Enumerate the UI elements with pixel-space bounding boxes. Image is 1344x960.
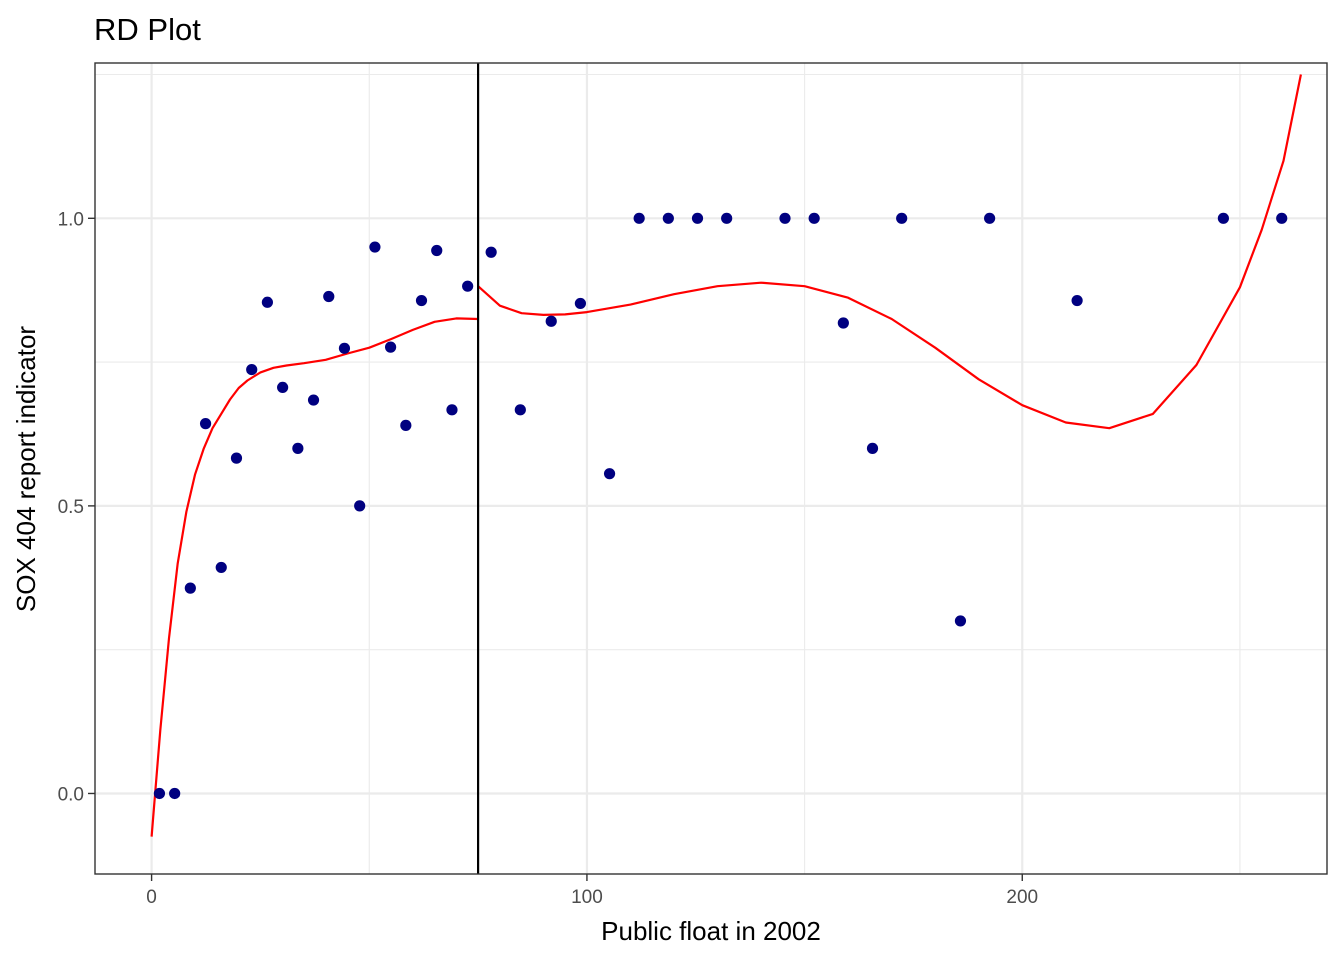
y-tick-label: 0.5 <box>58 497 84 518</box>
data-point <box>307 394 320 406</box>
data-point <box>808 212 820 224</box>
data-point <box>721 212 733 224</box>
data-point <box>153 787 166 800</box>
data-point <box>1071 294 1083 307</box>
data-point <box>431 244 443 257</box>
data-point <box>384 341 397 353</box>
data-point <box>633 212 645 224</box>
data-point <box>199 418 212 430</box>
data-point <box>984 212 996 224</box>
data-point <box>292 442 304 454</box>
x-tick-label: 0 <box>146 887 157 908</box>
data-point <box>400 419 412 431</box>
data-point <box>446 404 458 416</box>
data-point <box>514 404 526 416</box>
data-point <box>485 246 497 258</box>
panel-border <box>94 62 1328 875</box>
y-tick-label: 0.0 <box>58 784 84 805</box>
x-axis-ticks: 0 100 200 <box>146 874 1038 908</box>
data-point <box>462 280 474 292</box>
data-point <box>896 212 908 224</box>
data-point <box>662 212 674 224</box>
x-tick-label: 100 <box>571 887 603 908</box>
data-point <box>1276 212 1288 224</box>
y-axis-ticks: 0.0 0.5 1.0 <box>58 209 95 805</box>
data-point <box>169 787 181 800</box>
data-point <box>415 294 428 307</box>
data-points <box>153 212 1288 800</box>
fit-curve-right <box>477 74 1302 430</box>
minor-gridlines <box>95 63 1327 874</box>
data-point <box>1217 212 1229 224</box>
major-gridlines <box>95 63 1327 874</box>
data-point <box>866 442 879 454</box>
fit-curves <box>150 74 1302 837</box>
x-axis-title: Public float in 2002 <box>601 916 821 946</box>
data-point <box>215 561 227 574</box>
fit-curve-left <box>150 317 479 837</box>
y-axis-title: SOX 404 report indicator <box>11 326 41 612</box>
data-point <box>545 315 557 327</box>
data-point <box>338 342 351 354</box>
data-point <box>354 500 366 512</box>
data-point <box>837 317 849 329</box>
data-point <box>954 615 967 627</box>
data-point <box>603 468 616 480</box>
data-point <box>779 212 791 224</box>
data-point <box>277 381 289 393</box>
chart-title: RD Plot <box>94 12 201 47</box>
data-point <box>369 241 381 253</box>
y-tick-label: 1.0 <box>58 209 84 230</box>
data-point <box>574 297 586 310</box>
data-point <box>261 296 273 308</box>
data-point <box>691 212 704 224</box>
data-point <box>230 452 243 464</box>
data-point <box>246 363 258 376</box>
x-tick-label: 200 <box>1006 887 1038 908</box>
data-point <box>184 582 196 594</box>
data-point <box>323 290 335 303</box>
